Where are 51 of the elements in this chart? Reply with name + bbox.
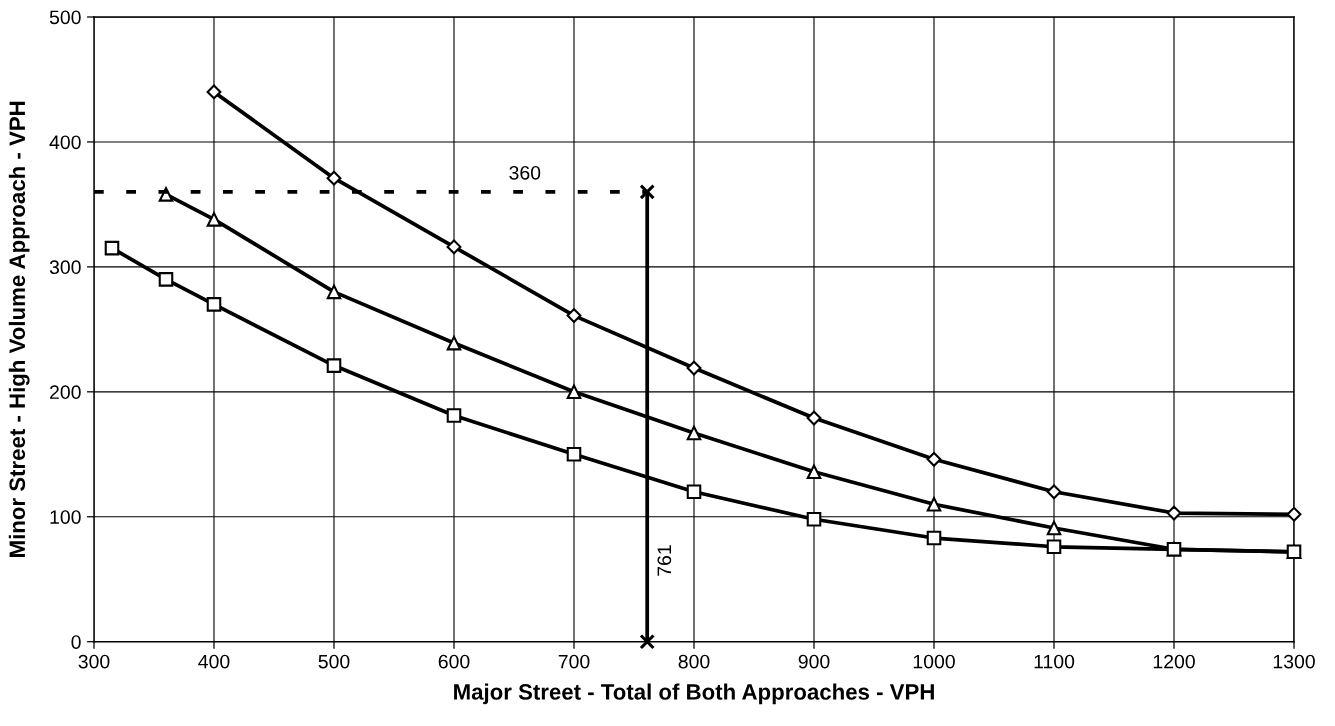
point [926,496,942,512]
x-tick-label: 400 [198,654,230,669]
point [326,284,342,300]
y-tick-label: 400 [49,135,81,150]
point [926,451,942,467]
point [806,464,822,480]
y-tick-label: 100 [50,510,81,524]
point [686,425,702,441]
x-tick-label: 1100 [1034,654,1075,669]
annotation: 360 [509,165,541,180]
x-tick-label: 1300 [1273,654,1315,669]
x-tick-label: 900 [798,654,830,669]
point [639,633,655,650]
point [686,360,702,376]
point [566,308,582,324]
x-tick-label: 600 [438,654,470,669]
point [446,239,462,255]
point [206,84,222,100]
annotation: 761 [657,545,672,576]
x-axis-title: Major Street - Total of Both Approaches - VPH [454,683,934,705]
point [639,184,655,200]
point [1286,506,1302,522]
x-tick-label: 1200 [1153,654,1195,669]
point [1046,484,1062,500]
x-tick-label: 500 [318,654,350,669]
point [566,384,582,400]
point [1046,539,1062,555]
y-tick-label: 500 [49,10,81,25]
x-tick-label: 1000 [913,654,955,669]
point [926,530,942,546]
point [566,447,582,462]
point [206,212,222,227]
y-tick-label: 0 [71,635,81,649]
x-tick-label: 800 [678,654,710,669]
point [158,272,174,287]
point [806,511,822,527]
y-tick-label: 200 [50,385,81,400]
y-tick-label: 300 [49,260,81,275]
x-tick-label: 300 [78,654,110,669]
point [1166,505,1182,521]
point [326,358,342,373]
point [446,408,462,423]
point [326,170,342,186]
x-tick-label: 700 [558,654,590,669]
point [446,335,462,351]
point [686,484,702,500]
point [806,410,822,426]
y-axis-title: Minor Street - High Volume Approach - VPH [8,101,30,557]
point [206,297,222,312]
point [1046,520,1062,536]
point [104,240,120,256]
